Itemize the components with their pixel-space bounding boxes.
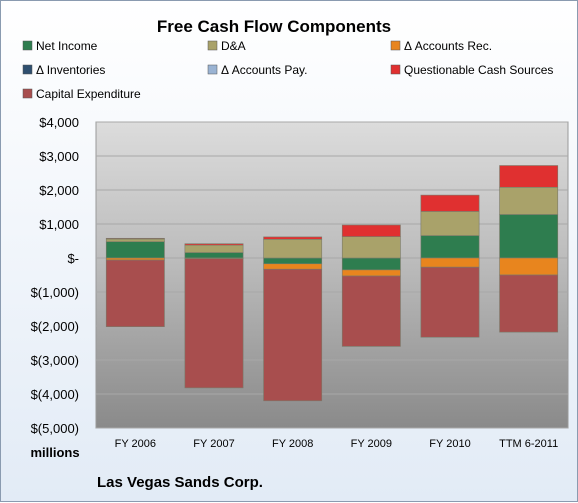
- units-label: millions: [30, 445, 79, 460]
- bar-segment: [499, 214, 559, 259]
- company-name: Las Vegas Sands Corp.: [97, 474, 263, 491]
- bar-segment: [263, 268, 323, 402]
- legend-label: D&A: [221, 39, 246, 53]
- legend-swatch: [22, 64, 33, 75]
- legend-swatch: [207, 40, 218, 51]
- legend-swatch: [390, 40, 401, 51]
- legend-label: Capital Expenditure: [36, 87, 141, 101]
- bar-segment: [499, 274, 559, 333]
- bar-segment: [341, 224, 401, 237]
- legend-label: Δ Accounts Pay.: [221, 63, 308, 77]
- x-axis-ticks: FY 2006 FY 2007 FY 2008 FY 2009 FY 2010 TTM 6…: [115, 438, 559, 450]
- bar-segment: [499, 165, 559, 188]
- y-tick-label: $(3,000): [31, 353, 79, 368]
- bar-segment: [105, 238, 165, 242]
- bar-segment: [105, 257, 165, 261]
- legend-swatch: [390, 64, 401, 75]
- plot-area: [95, 121, 569, 429]
- bar-segment: [341, 257, 401, 271]
- bar-segment: [263, 239, 323, 259]
- bar-segment: [420, 211, 480, 236]
- y-tick-label: $-: [67, 251, 79, 266]
- x-tick-label: FY 2009: [351, 438, 392, 450]
- bar-segment: [263, 236, 323, 240]
- x-tick-label: FY 2006: [115, 438, 156, 450]
- bar-segment: [499, 186, 559, 215]
- bar-segment: [263, 257, 323, 265]
- y-tick-label: $(5,000): [31, 421, 79, 436]
- bar-segment: [420, 257, 480, 268]
- bar-segment: [184, 252, 244, 259]
- bar-segment: [105, 259, 165, 327]
- y-tick-label: $(1,000): [31, 285, 79, 300]
- bar-segment: [184, 244, 244, 253]
- gridlines: [96, 121, 568, 429]
- y-axis-ticks: $4,000 $3,000 $2,000 $1,000 $- $(1,000) $(2,00…: [31, 115, 79, 436]
- legend: Net Income D&A Δ Accounts Rec. Δ Inventorie…: [22, 39, 553, 101]
- legend-swatch: [22, 40, 33, 51]
- bar-segment: [420, 266, 480, 338]
- legend-swatch: [22, 88, 33, 99]
- bar-segment: [105, 241, 165, 259]
- x-tick-label: FY 2008: [272, 438, 313, 450]
- bar-segment: [263, 263, 323, 270]
- y-tick-label: $2,000: [39, 183, 79, 198]
- bar-segment: [341, 275, 401, 347]
- x-tick-label: FY 2007: [193, 438, 234, 450]
- bar-segment: [105, 237, 165, 240]
- chart-title: Free Cash Flow Components: [157, 17, 391, 36]
- y-tick-label: $(2,000): [31, 319, 79, 334]
- legend-label: Δ Inventories: [36, 63, 105, 77]
- bar-segment: [184, 243, 244, 246]
- y-tick-label: $4,000: [39, 115, 79, 130]
- legend-swatch: [207, 64, 218, 75]
- y-tick-label: $(4,000): [31, 387, 79, 402]
- legend-label: Questionable Cash Sources: [404, 63, 553, 77]
- bar-segment: [420, 194, 480, 212]
- legend-label: Δ Accounts Rec.: [404, 39, 492, 53]
- legend-label: Net Income: [36, 39, 98, 53]
- x-tick-label: TTM 6-2011: [499, 438, 558, 450]
- bars: [105, 165, 559, 402]
- y-tick-label: $3,000: [39, 149, 79, 164]
- y-tick-label: $1,000: [39, 217, 79, 232]
- bar-segment: [341, 269, 401, 277]
- bar-segment: [420, 235, 480, 259]
- x-tick-label: FY 2010: [429, 438, 470, 450]
- bar-segment: [499, 257, 559, 276]
- bar-segment: [341, 236, 401, 259]
- bar-segment: [184, 258, 244, 389]
